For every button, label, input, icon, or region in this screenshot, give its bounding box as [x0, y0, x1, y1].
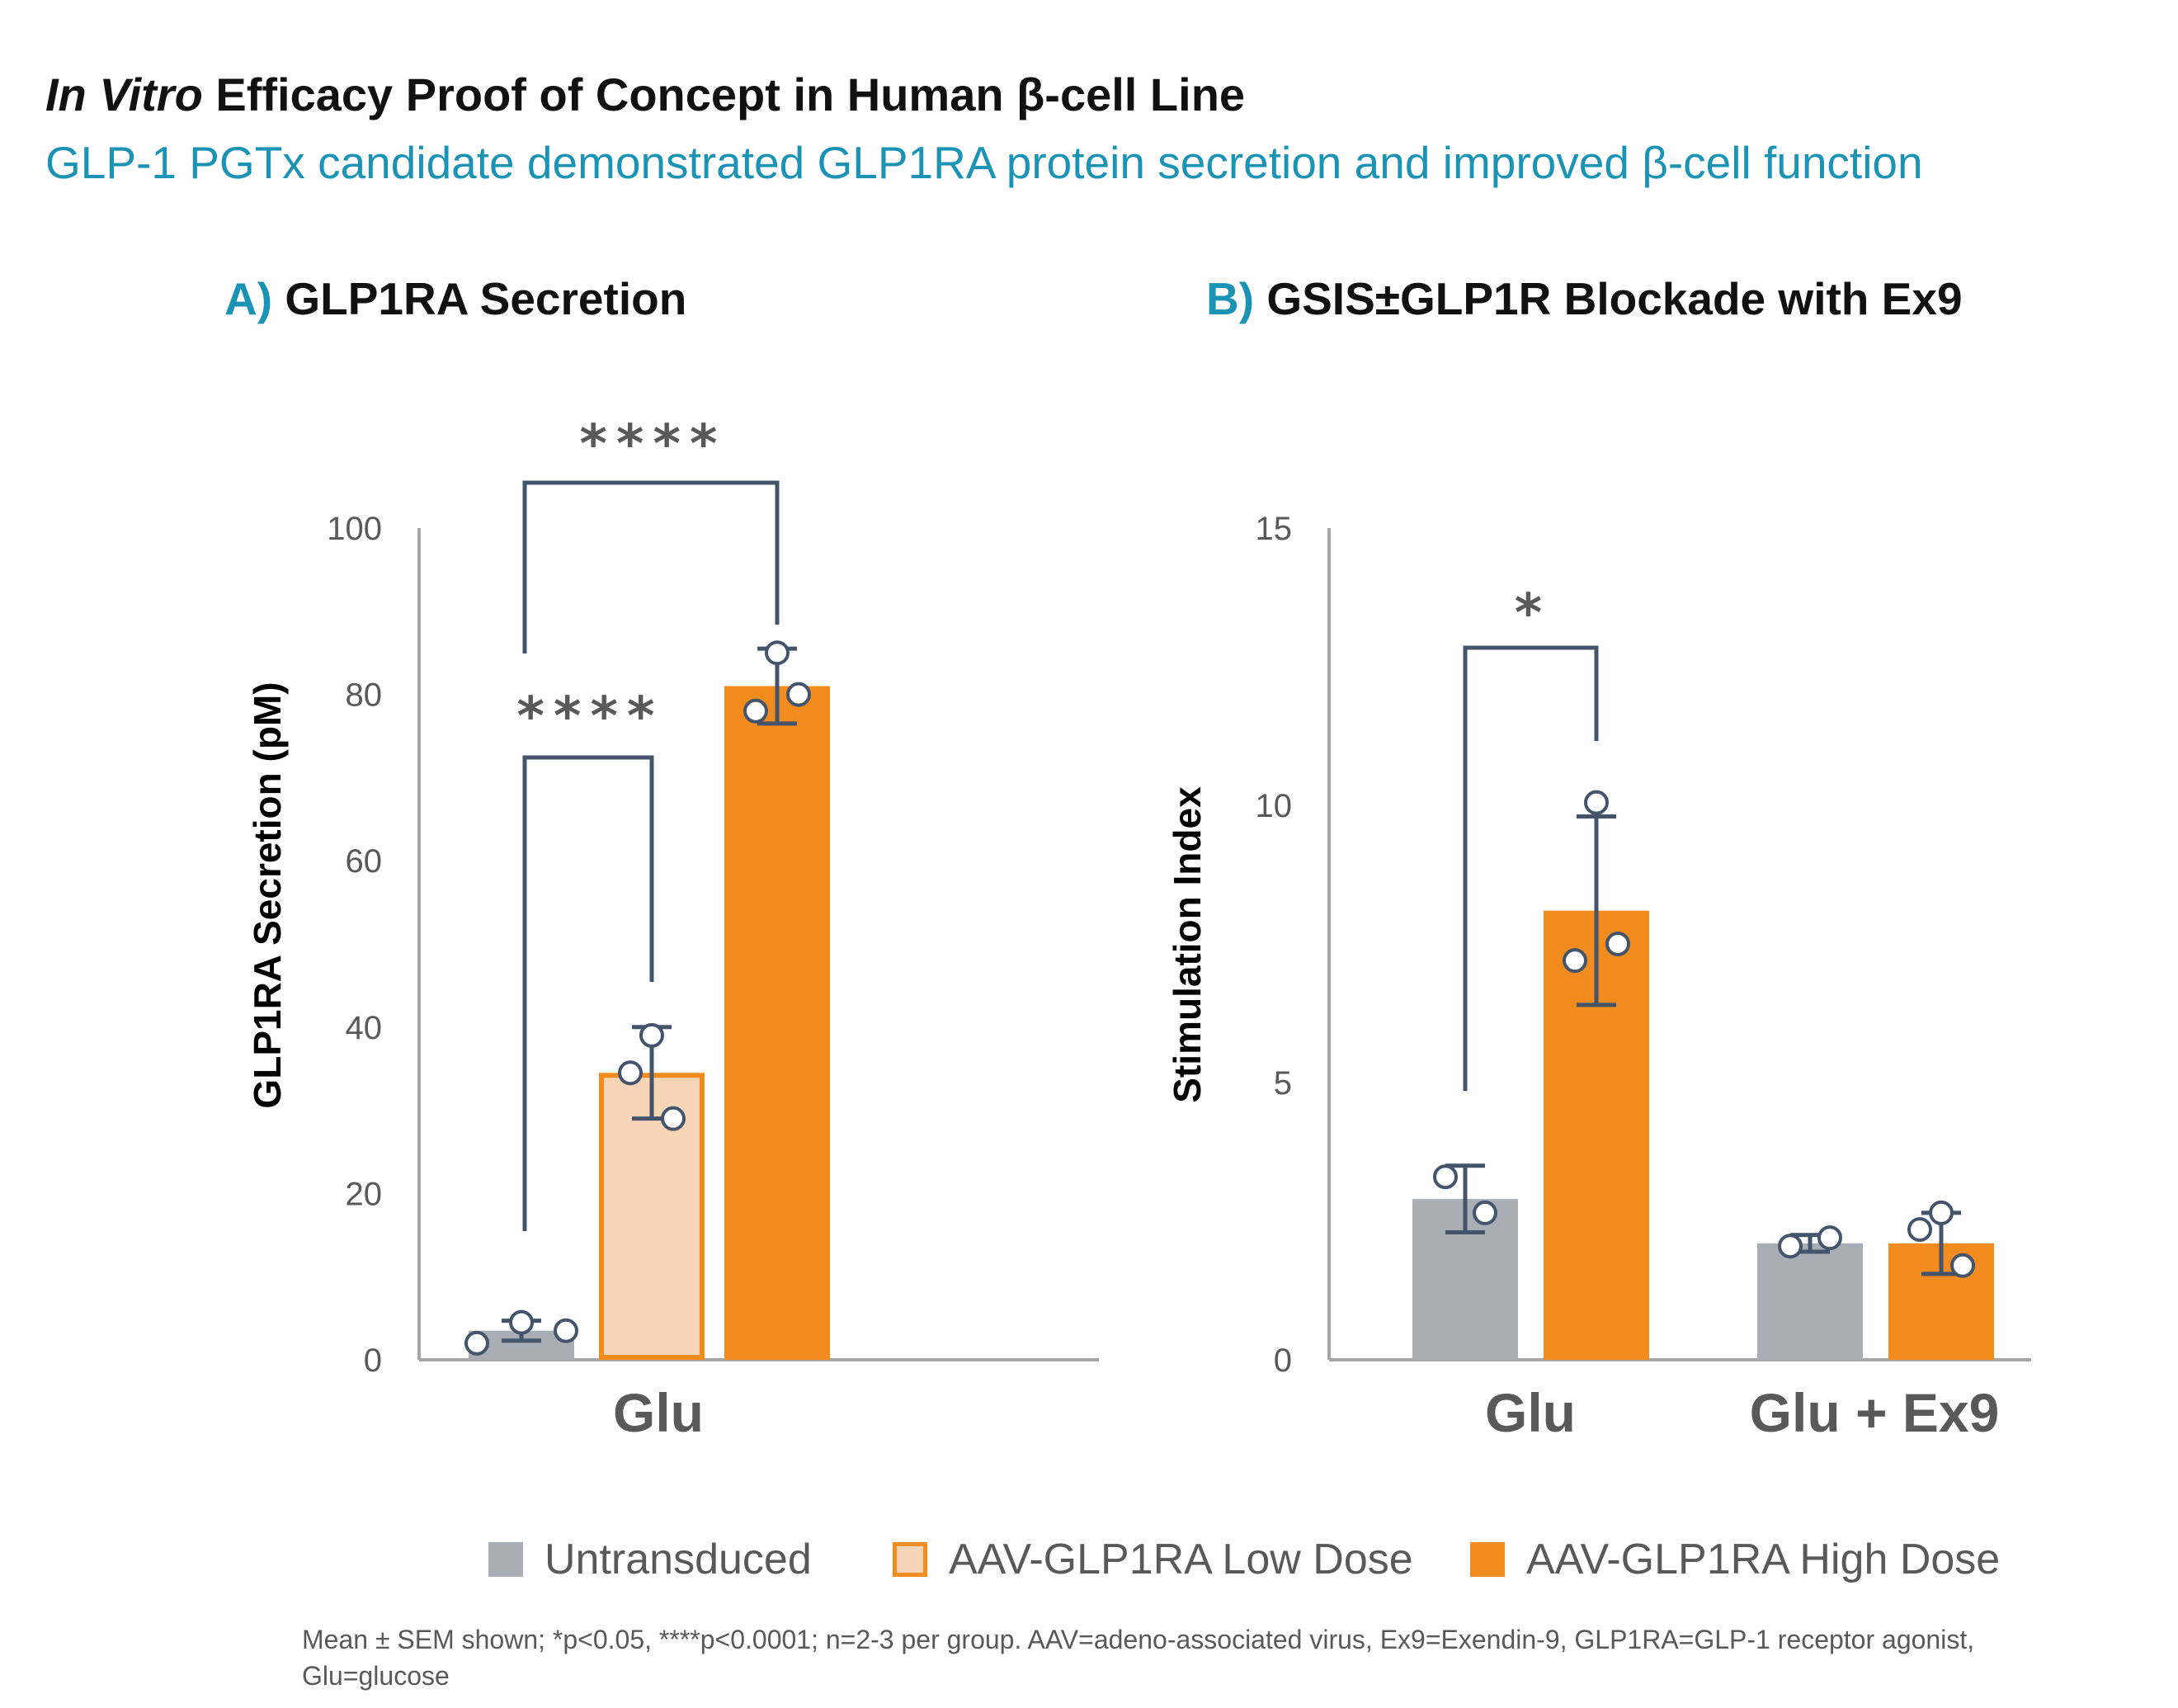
panel-a-title: A) GLP1RA Secretion	[224, 272, 686, 325]
data-point	[661, 1106, 686, 1131]
data-point	[1778, 1234, 1803, 1259]
page-subtitle: GLP-1 PGTx candidate demonstrated GLP1RA…	[45, 137, 1923, 188]
y-tick-label: 100	[327, 511, 382, 547]
significance-label: ****	[515, 687, 662, 748]
page-title: In Vitro Efficacy Proof of Concept in Hu…	[45, 68, 1245, 121]
legend-swatch-low-dose	[893, 1542, 927, 1577]
panel-a-letter: A)	[224, 273, 273, 324]
data-point	[1907, 1217, 1932, 1243]
y-tick-label: 20	[346, 1176, 383, 1212]
data-point	[1473, 1200, 1497, 1225]
bar-low	[599, 1073, 705, 1360]
data-point	[639, 1022, 664, 1048]
data-point	[765, 640, 790, 666]
legend-item-low-dose: AAV-GLP1RA Low Dose	[893, 1535, 1413, 1584]
data-point	[1433, 1164, 1458, 1190]
panel-b-letter: B)	[1206, 273, 1255, 324]
data-point	[743, 698, 768, 724]
significance-bracket	[522, 480, 780, 653]
bar-untransduced	[1757, 1243, 1863, 1360]
legend-swatch-high-dose	[1470, 1542, 1505, 1577]
y-tick-label: 40	[346, 1010, 383, 1046]
y-tick-label: 5	[1274, 1065, 1292, 1102]
significance-label: ****	[578, 414, 724, 475]
page-title-rest: Efficacy Proof of Concept in Human β-cel…	[202, 68, 1246, 120]
panel-b-title-text: GSIS±GLP1R Blockade with Ex9	[1266, 273, 1963, 324]
y-tick-label: 10	[1256, 788, 1293, 824]
data-point	[1929, 1200, 1954, 1225]
y-tick-label: 0	[364, 1342, 382, 1379]
x-category-label: Glu	[1485, 1382, 1576, 1443]
y-axis-label: GLP1RA Secretion (pM)	[246, 682, 289, 1108]
y-tick-label: 80	[346, 677, 383, 714]
data-point	[618, 1060, 643, 1086]
legend: Untransduced AAV-GLP1RA Low Dose AAV-GLP…	[0, 1535, 2178, 1592]
significance-label: *	[1512, 583, 1549, 644]
data-point	[1584, 790, 1609, 815]
data-point	[1817, 1225, 1842, 1251]
legend-item-untransduced: Untransduced	[488, 1535, 812, 1584]
data-point	[509, 1309, 534, 1335]
y-axis-label: Stimulation Index	[1166, 786, 1209, 1103]
legend-item-high-dose: AAV-GLP1RA High Dose	[1470, 1535, 2000, 1584]
y-tick-label: 60	[346, 843, 383, 880]
footnote: Mean ± SEM shown; *p<0.05, ****p<0.0001;…	[302, 1625, 1975, 1691]
significance-bracket	[522, 755, 654, 1231]
data-point	[1605, 932, 1630, 956]
legend-label: AAV-GLP1RA High Dose	[1526, 1536, 2001, 1583]
data-point	[464, 1330, 489, 1356]
data-point	[786, 682, 811, 707]
legend-label: Untransduced	[544, 1536, 812, 1583]
page-title-italic: In Vitro	[45, 68, 203, 120]
data-point	[1950, 1253, 1975, 1278]
x-category-label: Glu	[613, 1382, 704, 1443]
bar-high	[724, 686, 830, 1360]
significance-bracket	[1463, 645, 1599, 1091]
panel-a-title-text: GLP1RA Secretion	[285, 273, 687, 324]
legend-label: AAV-GLP1RA Low Dose	[949, 1536, 1413, 1583]
data-point	[1563, 948, 1587, 974]
data-point	[554, 1318, 578, 1343]
legend-swatch-untransduced	[488, 1542, 523, 1577]
x-category-label: Glu + Ex9	[1750, 1382, 2000, 1443]
y-tick-label: 0	[1274, 1342, 1292, 1379]
panel-b-title: B) GSIS±GLP1R Blockade with Ex9	[1206, 272, 1963, 325]
y-tick-label: 15	[1256, 511, 1293, 547]
